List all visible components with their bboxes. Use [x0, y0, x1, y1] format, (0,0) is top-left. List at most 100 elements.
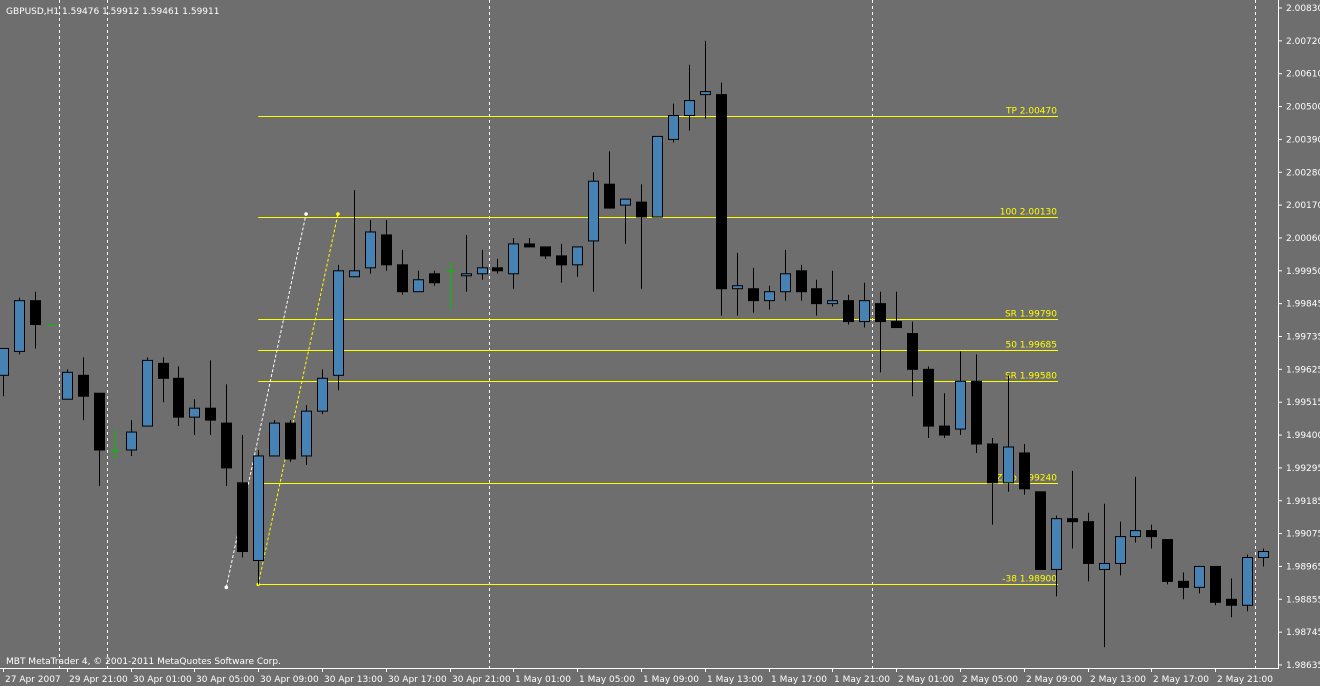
candle[interactable]	[556, 243, 567, 283]
candle[interactable]	[413, 270, 424, 293]
candle[interactable]	[126, 420, 137, 456]
candle[interactable]	[1051, 515, 1062, 597]
candle[interactable]	[173, 366, 184, 427]
trendline[interactable]	[257, 213, 339, 585]
candle[interactable]	[780, 249, 791, 301]
trendline-anchor[interactable]	[336, 212, 340, 216]
candle[interactable]	[875, 291, 886, 373]
candle[interactable]	[652, 135, 663, 218]
candle[interactable]	[1258, 548, 1269, 567]
candle[interactable]	[955, 351, 966, 436]
candle[interactable]	[1226, 578, 1237, 618]
candle[interactable]	[397, 249, 408, 295]
candle-body	[684, 100, 695, 117]
candle[interactable]	[1067, 470, 1078, 549]
candle[interactable]	[1242, 554, 1253, 612]
candle-body	[14, 300, 25, 352]
candle[interactable]	[1083, 512, 1094, 582]
candle[interactable]	[94, 392, 105, 486]
candle[interactable]	[285, 420, 296, 462]
candle[interactable]	[317, 369, 328, 415]
candle[interactable]	[716, 82, 727, 316]
candle[interactable]	[1035, 491, 1046, 570]
candle[interactable]	[477, 249, 488, 280]
candle[interactable]	[445, 261, 456, 310]
candle[interactable]	[30, 291, 41, 349]
candle[interactable]	[748, 267, 759, 313]
candle[interactable]	[843, 294, 854, 325]
trendline[interactable]	[225, 213, 307, 588]
candle[interactable]	[492, 258, 503, 274]
candle[interactable]	[700, 40, 711, 119]
candle-body	[381, 234, 392, 266]
candle[interactable]	[939, 393, 950, 439]
candle[interactable]	[604, 151, 615, 209]
candle[interactable]	[429, 270, 440, 286]
candle[interactable]	[301, 405, 312, 465]
candle[interactable]	[221, 384, 232, 486]
candle[interactable]	[189, 399, 200, 436]
ytick-label: 1.99625	[1286, 365, 1320, 375]
candle[interactable]	[668, 103, 679, 143]
candle[interactable]	[1178, 572, 1189, 600]
candle[interactable]	[365, 220, 376, 274]
candle-body	[811, 288, 822, 305]
candle[interactable]	[1099, 503, 1110, 648]
candle[interactable]	[684, 64, 695, 131]
candle[interactable]	[923, 366, 934, 439]
candle[interactable]	[333, 264, 344, 391]
candle[interactable]	[349, 190, 360, 278]
candle[interactable]	[508, 237, 519, 289]
candle[interactable]	[1019, 444, 1030, 495]
candle[interactable]	[62, 369, 73, 400]
candle[interactable]	[524, 237, 535, 248]
candle[interactable]	[764, 285, 775, 310]
xtick-label: 30 Apr 09:00	[260, 675, 319, 685]
candle[interactable]	[859, 282, 870, 328]
candle[interactable]	[142, 357, 153, 427]
candle[interactable]	[732, 252, 743, 316]
candle-body	[987, 443, 998, 484]
candle[interactable]	[1210, 565, 1221, 606]
ytick-label: 2.00170	[1286, 201, 1320, 211]
level-label: SR 1.99790	[1005, 310, 1057, 320]
candle[interactable]	[811, 279, 822, 316]
candle[interactable]	[253, 449, 264, 585]
candle[interactable]	[1146, 524, 1157, 549]
candle[interactable]	[78, 357, 89, 421]
candle[interactable]	[987, 438, 998, 525]
candle[interactable]	[572, 246, 583, 277]
trendline-anchor[interactable]	[304, 212, 308, 216]
candle[interactable]	[827, 270, 838, 307]
candle[interactable]	[1162, 539, 1173, 585]
candle[interactable]	[461, 234, 472, 292]
candle[interactable]	[1130, 476, 1141, 543]
candle[interactable]	[1194, 565, 1205, 594]
candle[interactable]	[891, 291, 902, 329]
trendline-anchor[interactable]	[224, 585, 229, 590]
candles	[0, 40, 1269, 648]
candle[interactable]	[588, 172, 599, 292]
candle[interactable]	[269, 420, 280, 457]
candle[interactable]	[1003, 375, 1014, 492]
candle[interactable]	[971, 354, 982, 453]
candle[interactable]	[14, 297, 25, 355]
candle[interactable]	[46, 325, 57, 326]
candle[interactable]	[796, 264, 807, 301]
xtick-label: 30 Apr 17:00	[388, 675, 447, 685]
candle[interactable]	[620, 198, 631, 244]
candle[interactable]	[540, 246, 551, 259]
candle-body	[971, 380, 982, 445]
candle[interactable]	[158, 357, 169, 403]
candle[interactable]	[0, 347, 9, 397]
candle[interactable]	[110, 429, 121, 459]
candle[interactable]	[1115, 521, 1126, 576]
candle-body	[477, 267, 488, 275]
candle[interactable]	[636, 184, 647, 289]
candle[interactable]	[907, 321, 918, 397]
ytick-label: 1.98745	[1286, 628, 1320, 638]
candle[interactable]	[205, 360, 216, 436]
candle[interactable]	[381, 220, 392, 271]
candle[interactable]	[237, 435, 248, 558]
